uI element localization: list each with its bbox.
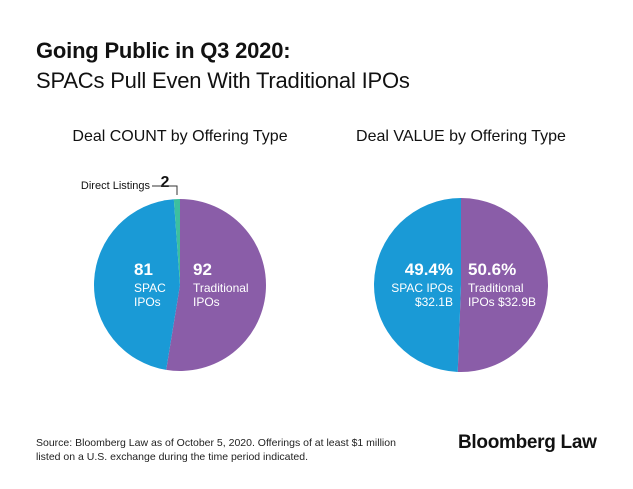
- slice-name-label: IPOs $32.9B: [468, 295, 536, 309]
- slice-name-label: Traditional: [193, 281, 249, 295]
- source-line-1: Source: Bloomberg Law as of October 5, 2…: [36, 437, 396, 449]
- pie-slice-traditional-ipos: [166, 199, 266, 371]
- slice-name-label: Traditional: [468, 281, 524, 295]
- slice-value-label: 50.6%: [468, 260, 516, 279]
- slice-name-label: SPAC IPOs: [391, 281, 453, 295]
- slice-name-label: $32.1B: [415, 295, 453, 309]
- slice-value-label: 81: [134, 260, 153, 279]
- slice-name-label: IPOs: [134, 295, 161, 309]
- slice-value-label: 49.4%: [405, 260, 453, 279]
- direct-listings-value: 2: [161, 174, 170, 191]
- title-line-2: SPACs Pull Even With Traditional IPOs: [36, 68, 410, 93]
- pie-slice-direct-listings: [173, 199, 180, 285]
- slice-name-label: IPOs: [193, 295, 220, 309]
- pie-slice-spac-ipos: [93, 199, 180, 370]
- source-line-2: listed on a U.S. exchange during the tim…: [36, 451, 309, 463]
- slice-value-label: 92: [193, 260, 212, 279]
- leader-line: [152, 185, 178, 195]
- count-chart-title: Deal COUNT by Offering Type: [72, 128, 288, 145]
- bloomberg-law-logo: Bloomberg Law: [458, 432, 597, 453]
- pie-slice-traditional-ipos: [457, 198, 549, 373]
- source-note: Source: Bloomberg Law as of October 5, 2…: [36, 436, 396, 464]
- title-line-1: Going Public in Q3 2020:: [36, 38, 291, 63]
- slice-name-label: SPAC: [134, 281, 166, 295]
- pie-slice-spac-ipos: [374, 197, 461, 372]
- value-chart-title: Deal VALUE by Offering Type: [356, 128, 566, 145]
- direct-listings-label: Direct Listings: [81, 180, 151, 192]
